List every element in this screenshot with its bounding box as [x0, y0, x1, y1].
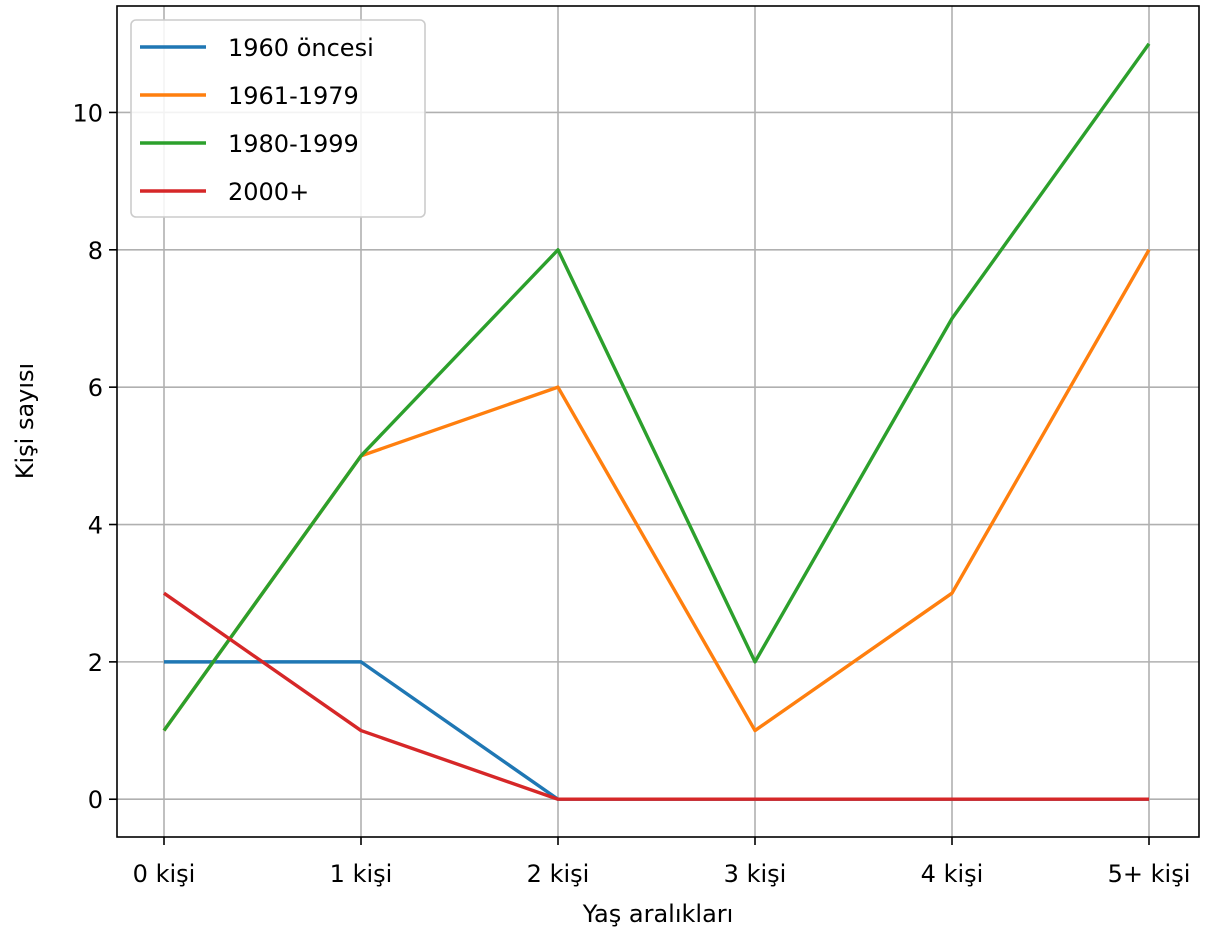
y-tick-label: 0 — [88, 786, 103, 814]
y-tick-label: 10 — [72, 99, 103, 127]
x-tick-label: 3 kişi — [724, 860, 787, 888]
legend-label: 2000+ — [228, 178, 309, 206]
y-tick-label: 8 — [88, 237, 103, 265]
x-tick-label: 0 kişi — [133, 860, 196, 888]
legend-label: 1960 öncesi — [228, 34, 374, 62]
x-tick-label: 1 kişi — [330, 860, 393, 888]
y-axis-label: Kişi sayısı — [11, 363, 39, 479]
y-tick-label: 2 — [88, 649, 103, 677]
series-line-2000 — [163, 591, 1149, 801]
series-lines — [162, 42, 1151, 801]
plot-frame — [116, 5, 1200, 838]
x-tick-label: 2 kişi — [527, 860, 590, 888]
y-tick-label: 6 — [88, 374, 103, 402]
axis-ticks: 0 kişi 1 kişi 2 kişi 3 kişi 4 kişi 5+ kişi 0 2 4… — [72, 99, 1190, 888]
legend-label: 1980-1999 — [228, 130, 359, 158]
legend-label: 1961-1979 — [228, 82, 359, 110]
legend-box — [130, 19, 426, 218]
y-tick-label: 4 — [88, 512, 103, 540]
x-axis-label: Yaş aralıkları — [582, 900, 734, 928]
x-tick-label: 4 kişi — [921, 860, 984, 888]
legend: 1960 öncesi 1961-1979 1980-1999 2000+ — [130, 19, 426, 218]
x-tick-label: 5+ kişi — [1108, 860, 1191, 888]
series-line-1980-1999 — [162, 42, 1151, 732]
